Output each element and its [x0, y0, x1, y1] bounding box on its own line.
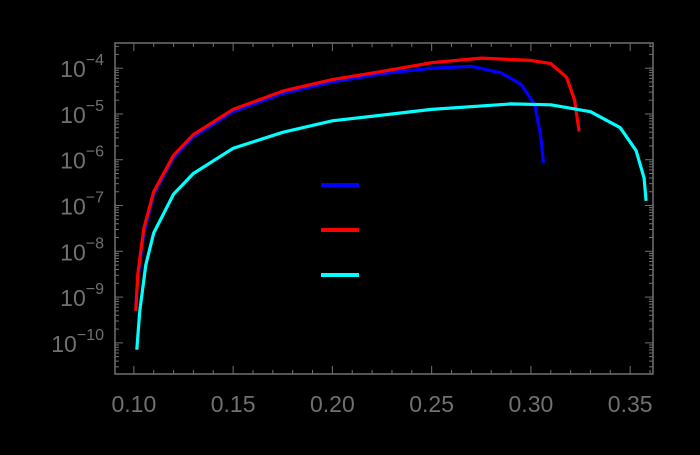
x-axis-tick-labels: 0.10 0.15 0.20 0.25 0.30 0.35 [111, 391, 652, 417]
x-tick-label: 0.25 [409, 391, 454, 417]
series-line-red [134, 56, 581, 311]
x-tick-label: 0.10 [111, 391, 156, 417]
legend [321, 183, 359, 277]
axes-frame [114, 42, 654, 375]
y-tick-label: 10−10 [51, 327, 104, 357]
series-layer [134, 56, 648, 350]
y-tick-label: 10−6 [60, 144, 104, 174]
x-tick-label: 0.15 [211, 391, 256, 417]
y-tick-label: 10−7 [60, 190, 104, 220]
plot-frame [114, 42, 654, 375]
y-tick-label: 10−5 [60, 98, 104, 128]
x-tick-label: 0.20 [310, 391, 355, 417]
y-tick-label: 10−4 [60, 52, 104, 82]
x-tick-label: 0.35 [608, 391, 653, 417]
series-line-cyan [135, 102, 648, 350]
y-axis-tick-labels: 10−4 10−5 10−6 10−7 10−8 10−9 10−10 [51, 52, 104, 357]
x-tick-label: 0.30 [509, 391, 554, 417]
y-tick-label: 10−8 [60, 235, 104, 265]
y-tick-label: 10−9 [60, 281, 104, 311]
